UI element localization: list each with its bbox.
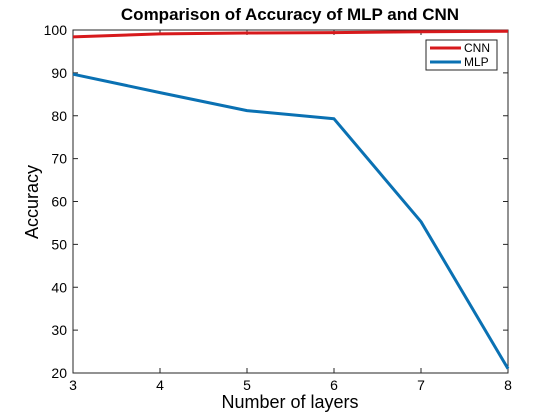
- x-axis-label: Number of layers: [221, 392, 358, 412]
- y-tick-label: 60: [51, 194, 67, 210]
- x-tick-label: 3: [69, 377, 77, 393]
- series-line-cnn: [72, 29, 509, 39]
- y-tick-label: 100: [44, 22, 68, 38]
- y-axis-ticks: 20 30 40 50 60 70 80 90 100: [44, 22, 508, 381]
- legend-label-cnn: CNN: [464, 41, 490, 55]
- x-tick-label: 6: [330, 377, 338, 393]
- x-axis-ticks: 3 4 5 6 7 8: [69, 30, 512, 393]
- y-tick-label: 90: [51, 65, 67, 81]
- plot-area: [72, 29, 509, 374]
- y-tick-label: 80: [51, 108, 67, 124]
- series-line-mlp: [72, 72, 510, 370]
- y-tick-label: 70: [51, 151, 67, 167]
- legend-box: [425, 39, 498, 71]
- y-tick-label: 40: [51, 279, 67, 295]
- chart-title: Comparison of Accuracy of MLP and CNN: [121, 5, 459, 24]
- x-tick-label: 8: [504, 377, 512, 393]
- x-tick-label: 7: [417, 377, 425, 393]
- x-tick-label: 4: [156, 377, 164, 393]
- y-axis-label: Accuracy: [22, 165, 42, 239]
- legend-label-mlp: MLP: [464, 55, 489, 69]
- y-tick-label: 30: [51, 322, 67, 338]
- y-tick-label: 20: [51, 365, 67, 381]
- x-tick-label: 5: [243, 377, 251, 393]
- series-lines: [72, 29, 510, 370]
- y-tick-label: 50: [51, 236, 67, 252]
